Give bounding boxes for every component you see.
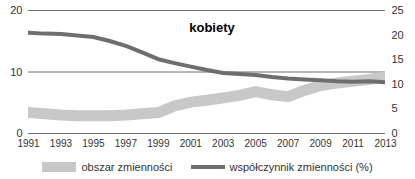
svg-text:2001: 2001 <box>180 138 203 149</box>
svg-text:2013: 2013 <box>374 138 397 149</box>
svg-text:2011: 2011 <box>342 138 364 149</box>
svg-text:2003: 2003 <box>212 138 235 149</box>
svg-text:10: 10 <box>392 78 404 90</box>
svg-text:0: 0 <box>16 127 23 139</box>
svg-text:15: 15 <box>392 53 404 65</box>
html-text:obszar zmienności: obszar zmienności <box>81 161 173 173</box>
svg-text:20: 20 <box>392 29 404 41</box>
html-text:współczynnik zmienności (%): współczynnik zmienności (%) <box>229 161 373 173</box>
svg-text:kobiety: kobiety <box>189 20 235 35</box>
svg-text:25: 25 <box>392 4 404 16</box>
svg-text:1997: 1997 <box>115 138 138 149</box>
svg-text:2007: 2007 <box>277 138 300 149</box>
svg-text:2009: 2009 <box>309 138 332 149</box>
svg-text:10: 10 <box>10 66 22 78</box>
svg-text:1991: 1991 <box>17 138 40 149</box>
svg-text:1993: 1993 <box>50 138 73 149</box>
svg-text:1999: 1999 <box>147 138 170 149</box>
svg-text:0: 0 <box>391 127 398 139</box>
svg-text:5: 5 <box>392 102 398 114</box>
svg-text:2005: 2005 <box>245 138 268 149</box>
svg-text:1995: 1995 <box>82 138 105 149</box>
svg-text:20: 20 <box>10 4 22 16</box>
